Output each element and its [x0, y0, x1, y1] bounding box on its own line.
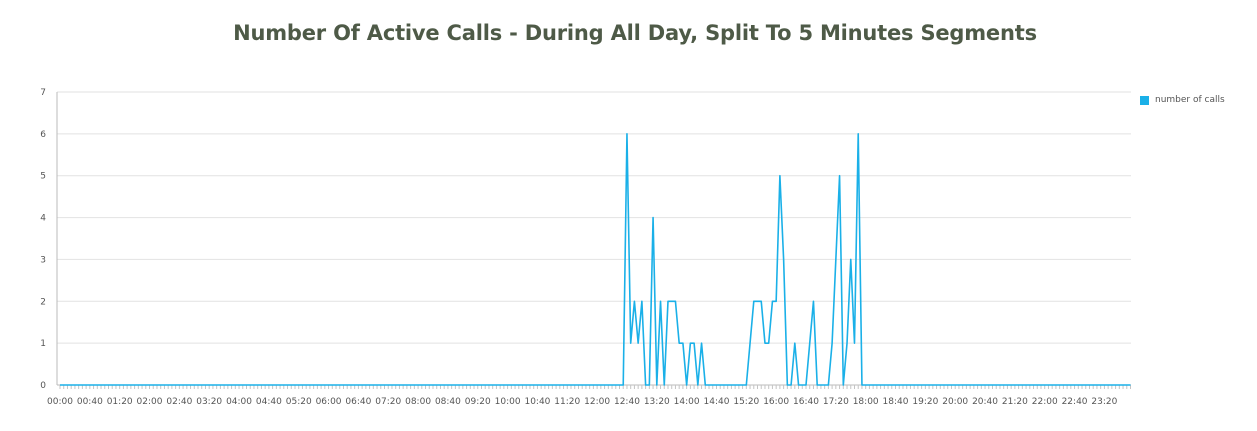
y-tick-label: 0 — [40, 381, 46, 391]
x-tick-label: 16:00 — [763, 397, 789, 407]
gridlines — [57, 91, 1131, 386]
x-tick-label: 03:20 — [196, 397, 222, 407]
x-tick-label: 18:40 — [883, 397, 909, 407]
x-tick-label: 21:20 — [1002, 397, 1028, 407]
y-tick-label: 6 — [40, 130, 46, 140]
x-tick-label: 00:00 — [47, 397, 73, 407]
y-tick-label: 7 — [40, 88, 46, 98]
x-tick-label: 14:00 — [674, 397, 700, 407]
x-tick-label: 18:00 — [853, 397, 879, 407]
x-tick-label: 23:20 — [1091, 397, 1117, 407]
x-tick-label: 13:20 — [644, 397, 670, 407]
y-tick-label: 1 — [40, 339, 46, 349]
x-tick-label: 05:20 — [286, 397, 312, 407]
x-tick-label: 15:20 — [733, 397, 759, 407]
x-tick-label: 12:00 — [584, 397, 610, 407]
x-tick-label: 04:00 — [226, 397, 252, 407]
chart-title: Number Of Active Calls - During All Day,… — [233, 21, 1037, 45]
y-tick-label: 3 — [40, 255, 46, 265]
x-tick-label: 08:00 — [405, 397, 431, 407]
series-line — [60, 133, 1131, 386]
y-tick-label: 5 — [40, 172, 46, 182]
x-tick-label: 12:40 — [614, 397, 640, 407]
x-tick-label: 00:40 — [77, 397, 103, 407]
x-tick-label: 06:00 — [316, 397, 342, 407]
x-tick-label: 22:40 — [1062, 397, 1088, 407]
x-tick-label: 08:40 — [435, 397, 461, 407]
x-tick-label: 22:00 — [1032, 397, 1058, 407]
series-lines — [60, 133, 1131, 386]
axes — [56, 92, 1131, 386]
x-tick-label: 20:00 — [942, 397, 968, 407]
x-tick-label: 01:20 — [107, 397, 133, 407]
y-tick-label: 4 — [40, 214, 46, 224]
y-tick-label: 2 — [40, 297, 46, 307]
x-tick-label: 16:40 — [793, 397, 819, 407]
x-tick-label: 06:40 — [345, 397, 371, 407]
y-axis-labels: 0 1 2 3 4 5 6 7 — [40, 88, 46, 391]
legend-swatch — [1140, 95, 1149, 105]
legend[interactable]: number of calls — [1140, 95, 1225, 105]
x-tick-label: 02:40 — [166, 397, 192, 407]
x-axis-labels: 00:00 00:40 01:20 02:00 02:40 03:20 04:00 04:40… — [47, 397, 1118, 407]
x-tick-label: 17:20 — [823, 397, 849, 407]
x-tick-label: 09:20 — [465, 397, 491, 407]
legend-label: number of calls — [1155, 95, 1225, 105]
x-tick-label: 02:00 — [137, 397, 163, 407]
x-tick-label: 20:40 — [972, 397, 998, 407]
x-tick-label: 14:40 — [704, 397, 730, 407]
x-tick-label: 07:20 — [375, 397, 401, 407]
x-tick-label: 04:40 — [256, 397, 282, 407]
x-tick-label: 11:20 — [554, 397, 580, 407]
x-tick-label: 10:00 — [495, 397, 521, 407]
x-tick-label: 10:40 — [524, 397, 550, 407]
x-tick-label: 19:20 — [912, 397, 938, 407]
